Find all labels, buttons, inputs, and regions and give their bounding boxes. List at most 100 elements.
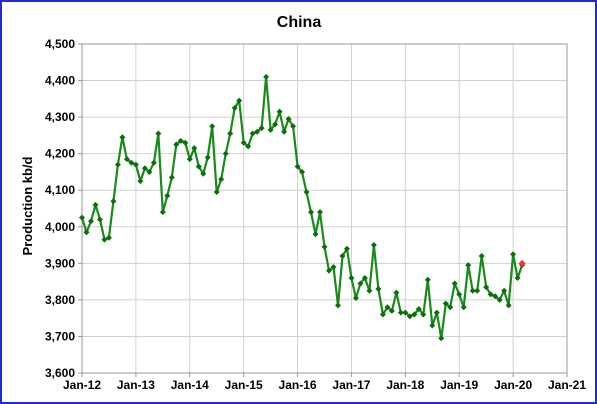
series-line <box>80 75 524 340</box>
x-tick-label: Jan-20 <box>494 378 532 392</box>
y-tick-label: 4,200 <box>45 147 75 161</box>
y-tick-label: 4,400 <box>45 74 75 88</box>
data-point <box>213 189 220 196</box>
data-point <box>456 291 463 298</box>
data-point <box>110 198 117 205</box>
data-point <box>447 304 454 311</box>
data-point <box>204 154 211 161</box>
chart-title: China <box>277 14 322 31</box>
x-tick-label: Jan-12 <box>63 378 101 392</box>
data-point <box>209 123 216 130</box>
data-point <box>114 161 121 168</box>
data-point <box>442 300 449 307</box>
data-point <box>366 287 373 294</box>
data-point <box>429 322 436 329</box>
x-tick-label: Jan-15 <box>225 378 263 392</box>
data-point <box>406 313 413 320</box>
data-point <box>496 296 503 303</box>
data-point <box>451 280 458 287</box>
axes <box>78 43 568 377</box>
data-point <box>173 141 180 148</box>
data-point <box>79 214 85 221</box>
data-point <box>514 274 521 281</box>
data-point <box>150 159 157 166</box>
data-point <box>343 245 350 252</box>
series-production <box>80 75 524 340</box>
data-point <box>105 234 112 241</box>
data-point <box>294 163 301 170</box>
x-tick-label: Jan-18 <box>386 378 424 392</box>
data-point <box>388 307 395 314</box>
data-point <box>308 209 315 216</box>
data-point <box>83 229 90 236</box>
data-point <box>272 121 279 128</box>
data-point <box>254 128 261 135</box>
data-point <box>402 309 409 316</box>
y-tick-label: 3,700 <box>45 329 75 343</box>
data-point <box>132 161 139 168</box>
data-point <box>505 302 512 309</box>
x-tick-label: Jan-14 <box>171 378 209 392</box>
data-point <box>200 170 207 177</box>
data-point <box>168 174 175 181</box>
y-tick-label: 4,000 <box>45 220 75 234</box>
data-point <box>240 139 247 146</box>
data-point <box>357 280 364 287</box>
data-point <box>87 218 94 225</box>
y-axis-label: Production kb/d <box>20 156 35 255</box>
data-point <box>227 130 234 137</box>
data-point <box>348 274 355 281</box>
data-point <box>155 130 162 137</box>
y-tick-label: 3,900 <box>45 256 75 270</box>
data-point <box>236 97 243 104</box>
data-point <box>397 309 404 316</box>
data-point <box>218 176 225 183</box>
data-point <box>92 201 99 208</box>
data-point <box>245 143 252 150</box>
data-point <box>510 251 517 258</box>
data-point <box>119 134 126 141</box>
data-point <box>231 104 238 111</box>
data-point <box>352 295 359 302</box>
data-point <box>96 216 103 223</box>
data-point <box>379 311 386 318</box>
data-point <box>177 137 184 144</box>
data-point <box>325 267 332 274</box>
data-point <box>276 108 283 115</box>
data-point <box>164 192 171 199</box>
x-tick-label: Jan-21 <box>548 378 586 392</box>
data-point <box>285 115 292 122</box>
data-point <box>469 287 476 294</box>
data-point <box>492 293 499 300</box>
y-tick-label: 3,600 <box>45 366 75 380</box>
data-point <box>334 302 341 309</box>
data-point <box>146 168 153 175</box>
data-point <box>159 209 166 216</box>
y-tick-label: 4,100 <box>45 183 75 197</box>
data-point <box>361 274 368 281</box>
data-point <box>317 209 324 216</box>
data-point <box>474 287 481 294</box>
y-tick-label: 3,800 <box>45 293 75 307</box>
data-point <box>339 253 346 260</box>
data-point <box>438 335 445 342</box>
data-point <box>501 287 508 294</box>
data-point <box>290 123 297 130</box>
gridlines <box>81 43 568 374</box>
data-point <box>330 263 337 270</box>
data-markers <box>79 73 526 342</box>
data-point <box>137 178 144 185</box>
data-point <box>249 130 256 137</box>
data-point <box>101 236 108 243</box>
highlight-point <box>518 259 526 267</box>
data-point <box>141 165 148 172</box>
data-point <box>393 289 400 296</box>
data-point <box>375 285 382 292</box>
x-tick-label: Jan-19 <box>440 378 478 392</box>
x-tick-label: Jan-17 <box>332 378 370 392</box>
data-point <box>263 73 270 80</box>
data-point <box>370 242 377 249</box>
y-tick-label: 4,300 <box>45 110 75 124</box>
